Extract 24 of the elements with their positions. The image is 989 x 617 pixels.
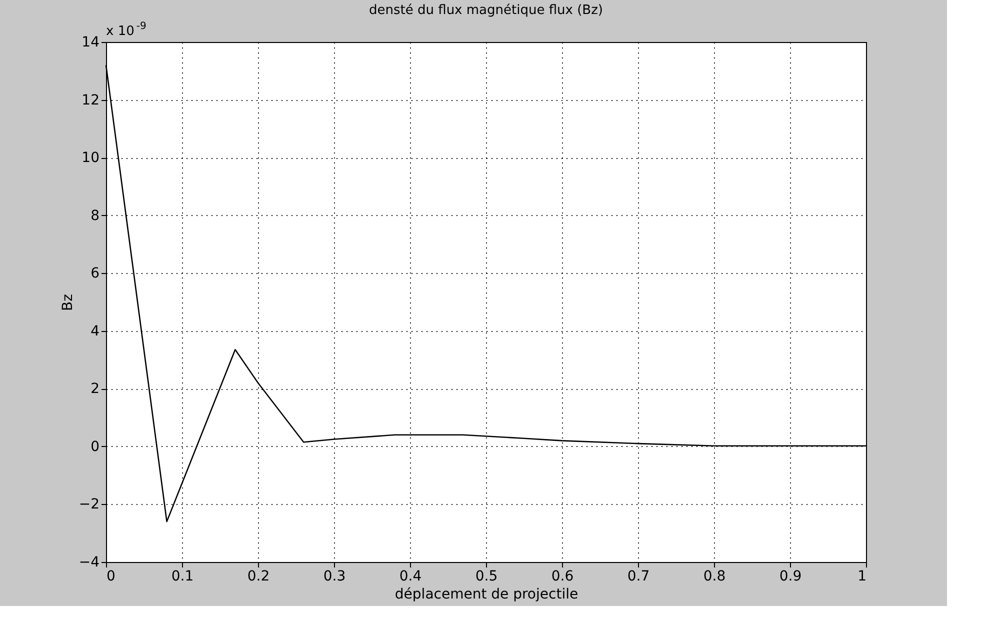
x-axis-title: déplacement de projectile [394,586,578,602]
x-tick-label: 1 [858,568,866,584]
y-tick-label: −2 [78,496,100,513]
x-tick-label: 0.1 [171,568,194,584]
y-tick-label: 14 [82,34,100,50]
y-axis-title: Bz [60,294,76,311]
x-tick-label: 0.2 [247,568,270,584]
y-tick-label: 2 [90,381,100,398]
x-tick-label: 0.5 [475,568,498,584]
x-tick-label: 0.4 [399,568,422,584]
x-tick-label: 0.9 [779,568,802,584]
y-tick-label: −4 [78,554,100,570]
y-tick-label: 10 [82,150,100,166]
y-tick-label: 4 [90,323,100,340]
x-tick-label: 0.3 [323,568,346,584]
x-tick-label: 0 [106,568,116,584]
y-tick-label: 6 [90,266,100,282]
x-tick-label: 0.8 [703,568,726,584]
y-tick-label: 0 [90,438,100,455]
chart-title: densté du flux magnétique flux (Bz) [369,3,603,18]
x-tick-label: 0.7 [627,568,650,584]
x-tick-label: 0.6 [551,568,574,584]
y-tick-label: 8 [90,208,100,224]
y-tick-label: 12 [82,92,100,108]
